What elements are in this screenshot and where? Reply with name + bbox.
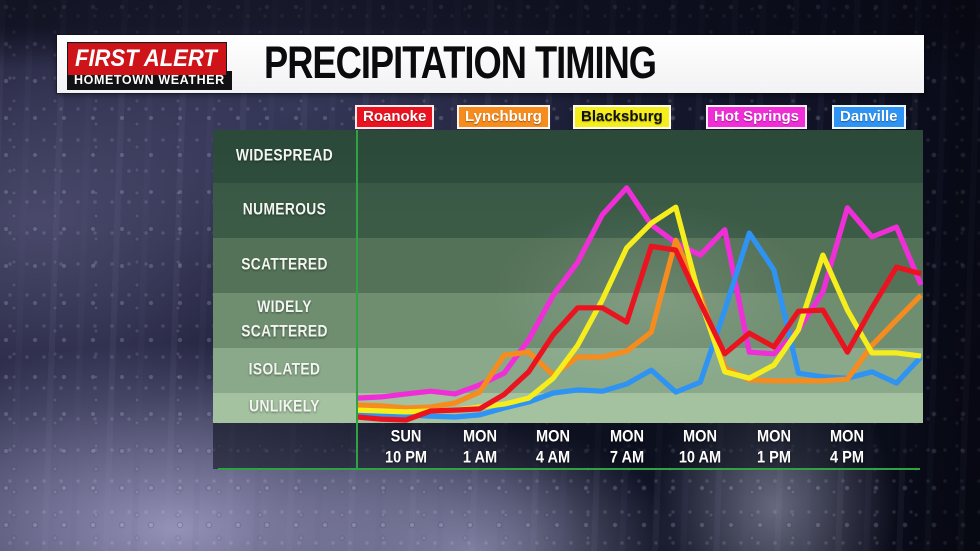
x-axis-line — [218, 468, 920, 470]
x-axis-strip: SUN 10 PM MON 1 AM MON 4 AM MON 7 AM MON 10 A… — [213, 423, 923, 469]
series-line-lynchburg — [356, 237, 923, 411]
legend-chip-danville: Danville — [832, 105, 906, 129]
logo-hometown-weather: HOMETOWN WEATHER — [67, 71, 232, 90]
series-line-danville — [356, 230, 923, 420]
x-tick-sun-10pm: SUN 10 PM — [384, 427, 428, 467]
legend-chip-blacksburg: Blacksburg — [573, 105, 671, 129]
x-tick-mon-4am: MON 4 AM — [535, 427, 571, 467]
logo-first-alert: FIRST ALERT — [67, 42, 227, 75]
x-tick-mon-4pm: MON 4 PM — [830, 427, 864, 467]
x-tick-mon-1am: MON 1 AM — [462, 427, 498, 467]
legend-chip-lynchburg: Lynchburg — [457, 105, 550, 129]
x-tick-mon-7am: MON 7 AM — [609, 427, 645, 467]
station-logo: FIRST ALERT HOMETOWN WEATHER — [67, 42, 232, 90]
series-lines-canvas — [356, 185, 923, 423]
legend-chip-hot-springs: Hot Springs — [706, 105, 807, 129]
series-line-hot-springs — [356, 185, 923, 401]
page-title: PRECIPITATION TIMING — [264, 37, 657, 88]
legend-chip-roanoke: Roanoke — [355, 105, 435, 129]
x-tick-mon-1pm: MON 1 PM — [757, 427, 791, 467]
header-banner: FIRST ALERT HOMETOWN WEATHER PRECIPITATI… — [57, 35, 924, 93]
x-tick-mon-10am: MON 10 AM — [678, 427, 722, 467]
y-axis-line — [356, 130, 358, 470]
